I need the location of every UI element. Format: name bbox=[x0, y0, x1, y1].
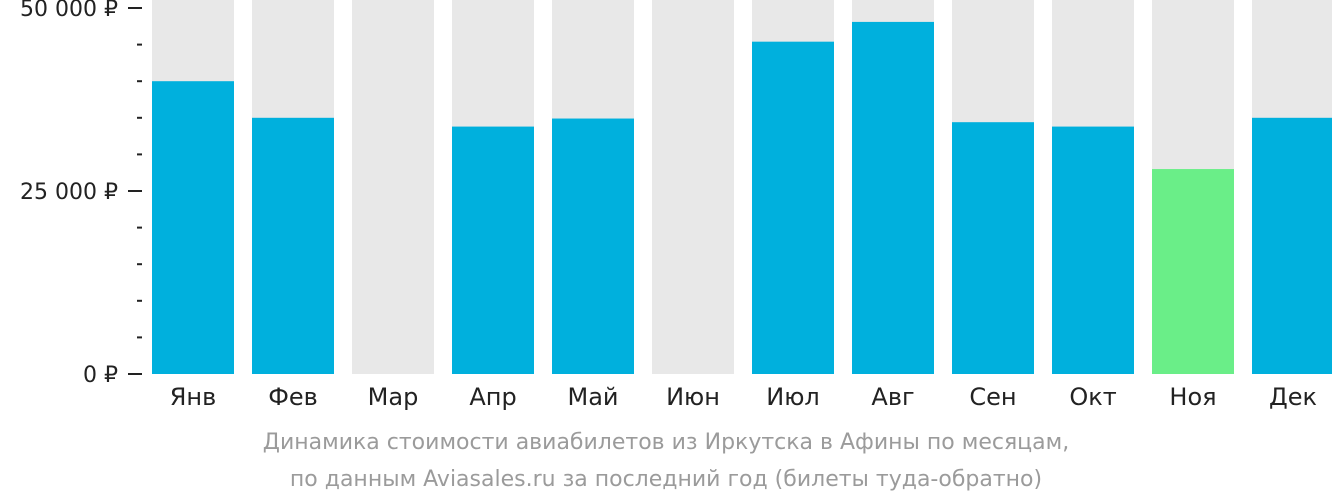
x-tick-label: Ноя bbox=[1169, 383, 1216, 411]
column-background bbox=[352, 0, 434, 374]
x-tick-label: Янв bbox=[170, 383, 217, 411]
y-tick-label: 25 000 ₽ bbox=[20, 180, 118, 205]
bar bbox=[1152, 169, 1234, 374]
bar bbox=[952, 122, 1034, 374]
x-tick-label: Сен bbox=[969, 383, 1016, 411]
x-tick-label: Фев bbox=[268, 383, 318, 411]
x-tick-label: Авг bbox=[871, 383, 914, 411]
x-axis: Янв Фев Мар Апр Май Июн Июл Авг Сен Окт Ноя Дек bbox=[170, 383, 1317, 411]
y-tick-label: 0 ₽ bbox=[83, 363, 118, 388]
x-tick-label: Июн bbox=[666, 383, 720, 411]
bar bbox=[452, 126, 534, 374]
x-tick-label: Дек bbox=[1269, 383, 1317, 411]
y-axis: 0 ₽ 25 000 ₽ 50 000 ₽ bbox=[20, 0, 142, 388]
bar bbox=[1052, 126, 1134, 374]
bar bbox=[152, 81, 234, 374]
chart-caption-line-2: по данным Aviasales.ru за последний год … bbox=[289, 467, 1043, 492]
bar bbox=[852, 21, 934, 375]
y-tick-label: 50 000 ₽ bbox=[20, 0, 118, 22]
column-background bbox=[652, 0, 734, 374]
bar bbox=[1252, 117, 1332, 375]
x-tick-label: Апр bbox=[469, 383, 516, 411]
bars bbox=[152, 21, 1332, 375]
chart-caption-line-1: Динамика стоимости авиабилетов из Иркутс… bbox=[262, 430, 1070, 455]
x-tick-label: Июл bbox=[766, 383, 820, 411]
x-tick-label: Май bbox=[567, 383, 618, 411]
bar bbox=[752, 41, 834, 375]
x-tick-label: Мар bbox=[368, 383, 419, 411]
bar bbox=[252, 117, 334, 375]
x-tick-label: Окт bbox=[1069, 383, 1116, 411]
bar bbox=[552, 118, 634, 374]
